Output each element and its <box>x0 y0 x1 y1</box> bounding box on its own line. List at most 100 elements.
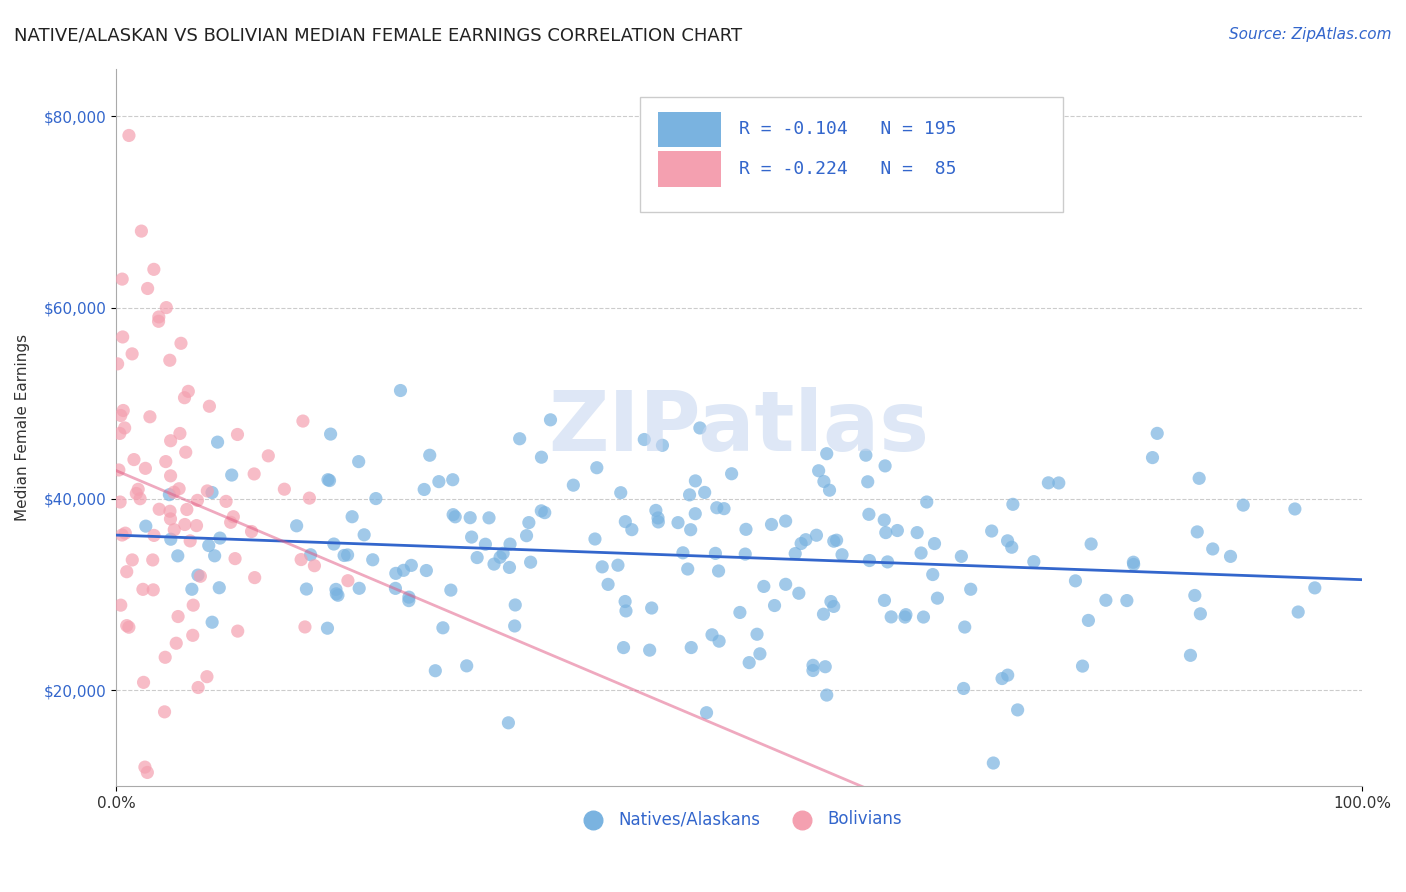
Point <box>458 510 481 524</box>
Point <box>980 524 1002 538</box>
Point <box>696 706 718 720</box>
Point <box>114 421 136 435</box>
Point <box>685 474 707 488</box>
Text: ZIPatlas: ZIPatlas <box>548 386 929 467</box>
Point <box>361 553 384 567</box>
Point <box>813 607 835 622</box>
Point <box>163 485 186 500</box>
Point <box>856 475 879 489</box>
Point <box>875 525 897 540</box>
Point <box>285 518 308 533</box>
Point <box>204 549 226 563</box>
Point <box>894 607 917 622</box>
Point <box>134 760 156 774</box>
Point <box>585 460 607 475</box>
Point <box>440 583 463 598</box>
Point <box>298 491 321 505</box>
Point <box>706 500 728 515</box>
Point <box>336 548 359 562</box>
Point <box>114 526 136 541</box>
Point <box>785 547 807 561</box>
Point <box>704 546 727 560</box>
Point <box>873 593 896 607</box>
Point <box>478 511 501 525</box>
Point <box>517 516 540 530</box>
Point <box>415 564 437 578</box>
FancyBboxPatch shape <box>640 97 1063 212</box>
Point <box>389 384 412 398</box>
Point <box>678 488 700 502</box>
Point <box>775 577 797 591</box>
Point <box>499 537 522 551</box>
Point <box>915 495 938 509</box>
Point <box>159 533 181 547</box>
Point <box>107 357 129 371</box>
Point <box>167 609 190 624</box>
Point <box>143 528 166 542</box>
Point <box>720 467 742 481</box>
Point <box>316 473 339 487</box>
Point <box>153 650 176 665</box>
Point <box>159 468 181 483</box>
Point <box>110 409 132 423</box>
Point <box>738 656 761 670</box>
Point <box>820 594 842 608</box>
Point <box>108 426 131 441</box>
Point <box>1146 426 1168 441</box>
Point <box>1303 581 1326 595</box>
Point <box>823 599 845 614</box>
Point <box>132 582 155 597</box>
Point <box>186 518 208 533</box>
Point <box>875 458 897 473</box>
Point <box>1219 549 1241 564</box>
Point <box>136 281 159 295</box>
Point <box>111 272 134 286</box>
Point <box>1189 607 1212 621</box>
Point <box>224 551 246 566</box>
Point <box>1001 540 1024 554</box>
Point <box>952 681 974 696</box>
Point <box>1187 524 1209 539</box>
Point <box>364 491 387 506</box>
Point <box>201 615 224 630</box>
Point <box>174 445 197 459</box>
Point <box>745 627 768 641</box>
Point <box>873 513 896 527</box>
Point <box>807 464 830 478</box>
Point <box>121 553 143 567</box>
Point <box>181 628 204 642</box>
Point <box>614 594 637 608</box>
Point <box>186 493 208 508</box>
Point <box>1115 593 1137 607</box>
Point <box>173 517 195 532</box>
Point <box>1077 614 1099 628</box>
Point <box>392 563 415 577</box>
Point <box>689 421 711 435</box>
Point <box>134 461 156 475</box>
Point <box>179 533 201 548</box>
Point <box>319 427 342 442</box>
Point <box>790 536 813 550</box>
Point <box>142 553 165 567</box>
Point <box>413 483 436 497</box>
Point <box>752 579 775 593</box>
Point <box>905 525 928 540</box>
Point <box>640 601 662 615</box>
Point <box>221 468 243 483</box>
Point <box>482 557 505 571</box>
Point <box>991 672 1014 686</box>
Point <box>609 485 631 500</box>
Point <box>215 494 238 508</box>
Point <box>858 553 880 567</box>
Text: R = -0.224   N =  85: R = -0.224 N = 85 <box>740 160 956 178</box>
Point <box>208 531 231 545</box>
Point <box>115 565 138 579</box>
Point <box>530 450 553 465</box>
Point <box>325 582 347 597</box>
Point <box>509 432 531 446</box>
Point <box>519 555 541 569</box>
Point <box>153 705 176 719</box>
Point <box>700 628 723 642</box>
Point <box>693 485 716 500</box>
Point <box>173 391 195 405</box>
